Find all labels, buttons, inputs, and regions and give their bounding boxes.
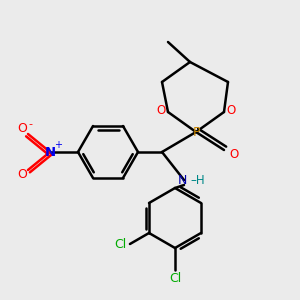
Text: O: O bbox=[17, 122, 27, 136]
Text: N: N bbox=[177, 173, 187, 187]
Text: O: O bbox=[156, 103, 166, 116]
Text: O: O bbox=[226, 103, 236, 116]
Text: –H: –H bbox=[191, 173, 205, 187]
Text: P: P bbox=[192, 125, 200, 139]
Text: O: O bbox=[17, 169, 27, 182]
Text: O: O bbox=[230, 148, 238, 160]
Text: +: + bbox=[54, 140, 62, 150]
Text: Cl: Cl bbox=[169, 272, 181, 284]
Text: Cl: Cl bbox=[114, 238, 126, 250]
Text: N: N bbox=[44, 146, 56, 158]
Text: -: - bbox=[28, 119, 32, 129]
